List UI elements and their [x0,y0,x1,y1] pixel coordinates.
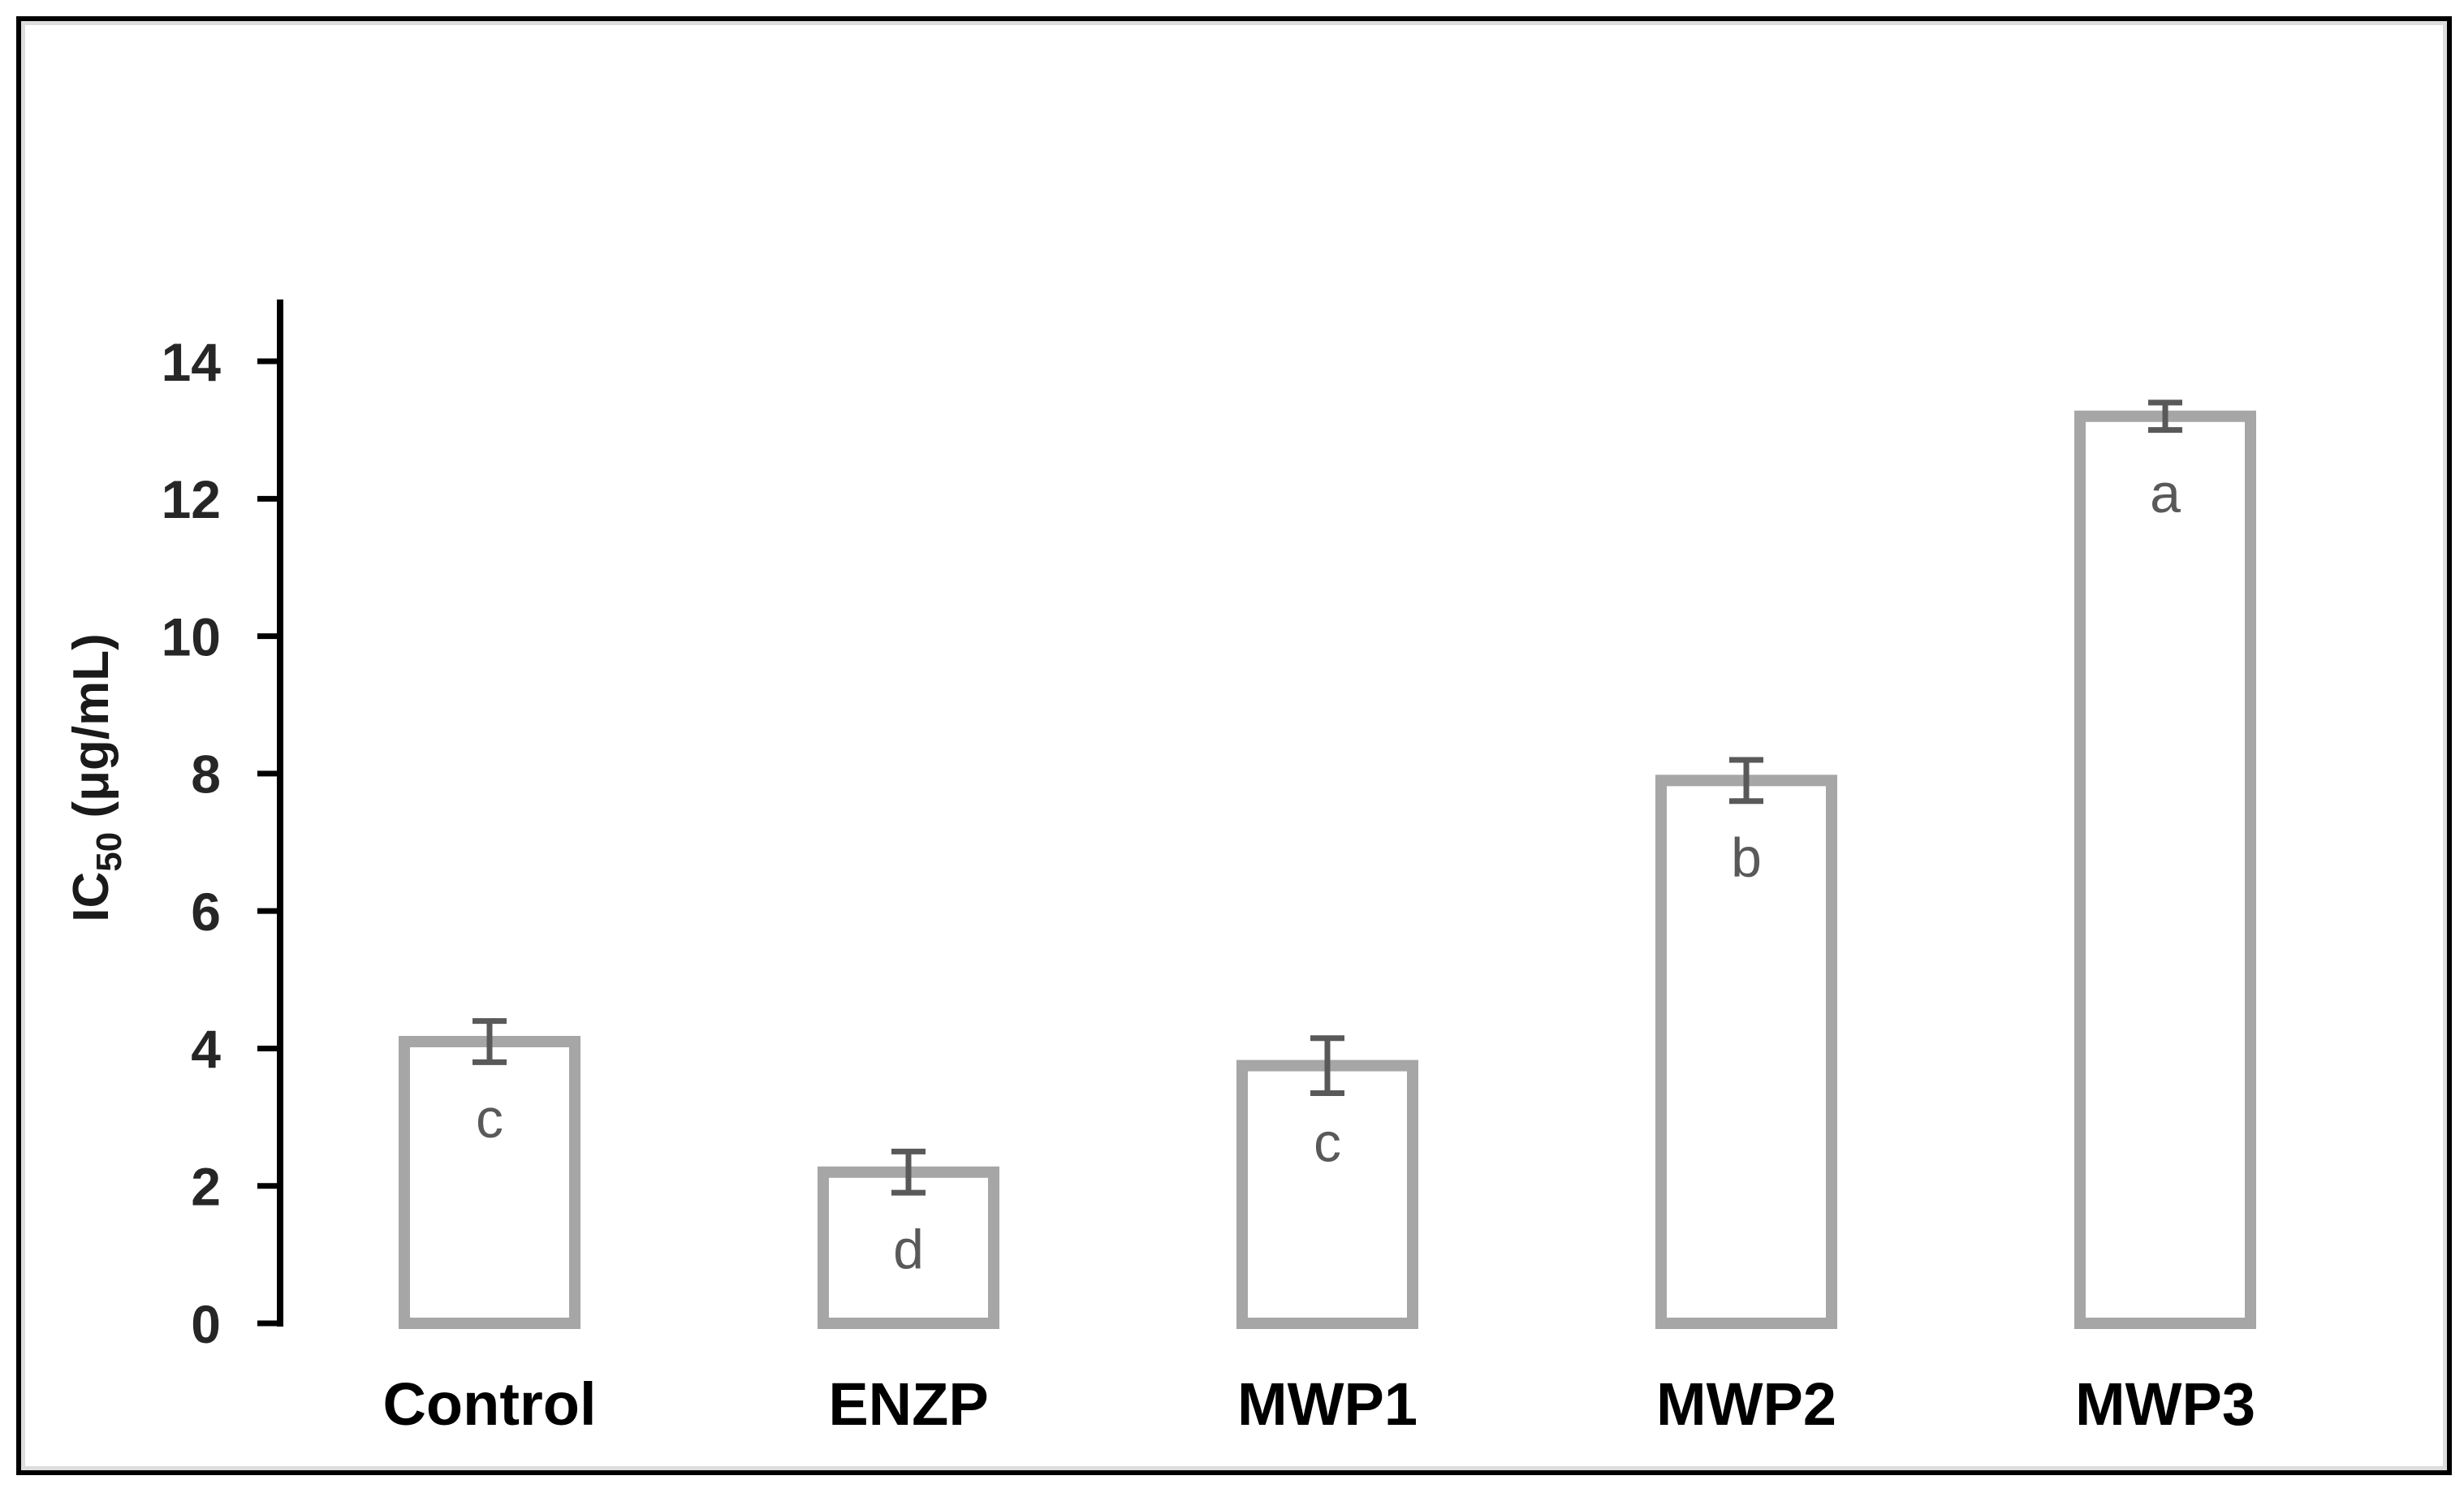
significance-letter-enzp: d [893,1219,924,1280]
x-category-label-mwp3: MWP3 [2075,1370,2255,1438]
y-tick-label: 4 [191,1019,221,1079]
bar-control [399,1035,580,1329]
x-category-label-control: Control [382,1370,596,1438]
y-tick-label: 2 [191,1156,221,1216]
bar-mwp3 [2074,410,2256,1330]
y-tick-label: 12 [162,469,221,529]
significance-letter-mwp3: a [2150,463,2181,524]
significance-letter-mwp2: b [1731,826,1762,888]
y-tick-label: 14 [162,332,222,392]
significance-letter-control: c [476,1088,503,1150]
bar-mwp1 [1236,1059,1418,1329]
y-tick-label: 10 [162,606,221,667]
x-category-label-enzp: ENZP [828,1370,988,1438]
x-category-label-mwp2: MWP2 [1656,1370,1836,1438]
y-tick-label: 6 [191,882,221,942]
y-tick-label: 0 [191,1294,221,1354]
x-category-label-mwp1: MWP1 [1237,1370,1418,1438]
y-tick-label: 8 [191,744,221,805]
significance-letter-mwp1: c [1314,1112,1341,1174]
y-axis-title: IC50 (μg/mL) [63,633,129,922]
